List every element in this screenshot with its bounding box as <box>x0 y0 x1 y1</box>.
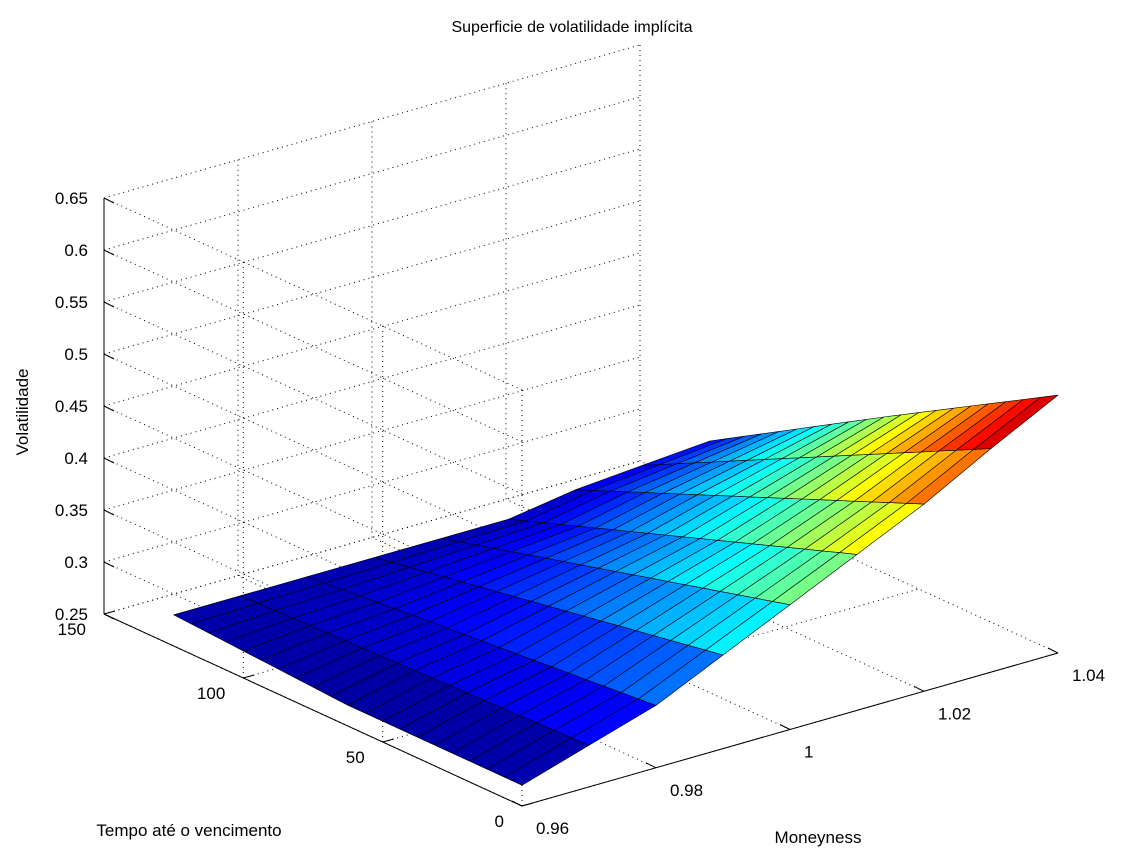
z-tick-label: 0.4 <box>64 449 88 468</box>
x-tick-label: 1.04 <box>1072 666 1105 685</box>
grid-line-z-left <box>103 353 523 547</box>
y-tick-label: 50 <box>346 748 365 767</box>
y-axis-label: Tempo até o vencimento <box>96 821 281 840</box>
surface-patch <box>973 394 1059 450</box>
grid-line-z-left <box>103 249 523 443</box>
y-tick <box>103 610 116 615</box>
y-tick <box>382 738 394 743</box>
z-tick-label: 0.55 <box>55 293 88 312</box>
grid-line-z-back <box>103 252 641 407</box>
x-axis-label: Moneyness <box>775 828 862 847</box>
x-tick-label: 0.96 <box>536 819 569 838</box>
x-tick <box>779 724 791 730</box>
z-tick <box>103 561 115 568</box>
z-tick-label: 0.5 <box>64 345 88 364</box>
z-tick-label: 0.6 <box>64 241 88 260</box>
z-tick-label: 0.45 <box>55 397 88 416</box>
x-tick <box>1047 647 1059 654</box>
z-tick <box>103 353 115 360</box>
z-tick-label: 0.25 <box>55 605 88 624</box>
surface-layer <box>173 394 1059 786</box>
z-tick <box>103 457 115 464</box>
y-tick-label: 0 <box>495 812 504 831</box>
z-axis-label: Volatilidade <box>13 369 32 456</box>
chart-title: Superficie de volatilidade implícita <box>451 19 692 36</box>
x-tick <box>913 685 925 692</box>
y-tick <box>243 674 255 679</box>
z-tick <box>103 509 115 516</box>
x-tick <box>511 800 523 807</box>
z-tick <box>103 301 115 308</box>
z-tick-label: 0.35 <box>55 501 88 520</box>
y-tick-label: 100 <box>197 684 225 703</box>
z-tick <box>103 249 115 256</box>
x-tick-label: 1.02 <box>938 704 971 723</box>
z-tick-label: 0.3 <box>64 553 88 572</box>
grid-line-z-left <box>103 301 523 495</box>
z-tick <box>103 405 115 412</box>
x-tick <box>645 762 657 769</box>
x-tick-label: 0.98 <box>670 781 703 800</box>
y-tick-label: 150 <box>58 620 86 639</box>
z-tick-label: 0.65 <box>55 189 88 208</box>
z-tick <box>103 613 115 620</box>
z-tick <box>103 197 115 204</box>
x-tick-label: 1 <box>804 743 813 762</box>
grid-line-z-left <box>103 197 523 391</box>
labels-layer: Superficie de volatilidade implícita Mon… <box>13 19 861 847</box>
y-axis-line <box>103 613 523 807</box>
y-tick <box>521 802 534 807</box>
